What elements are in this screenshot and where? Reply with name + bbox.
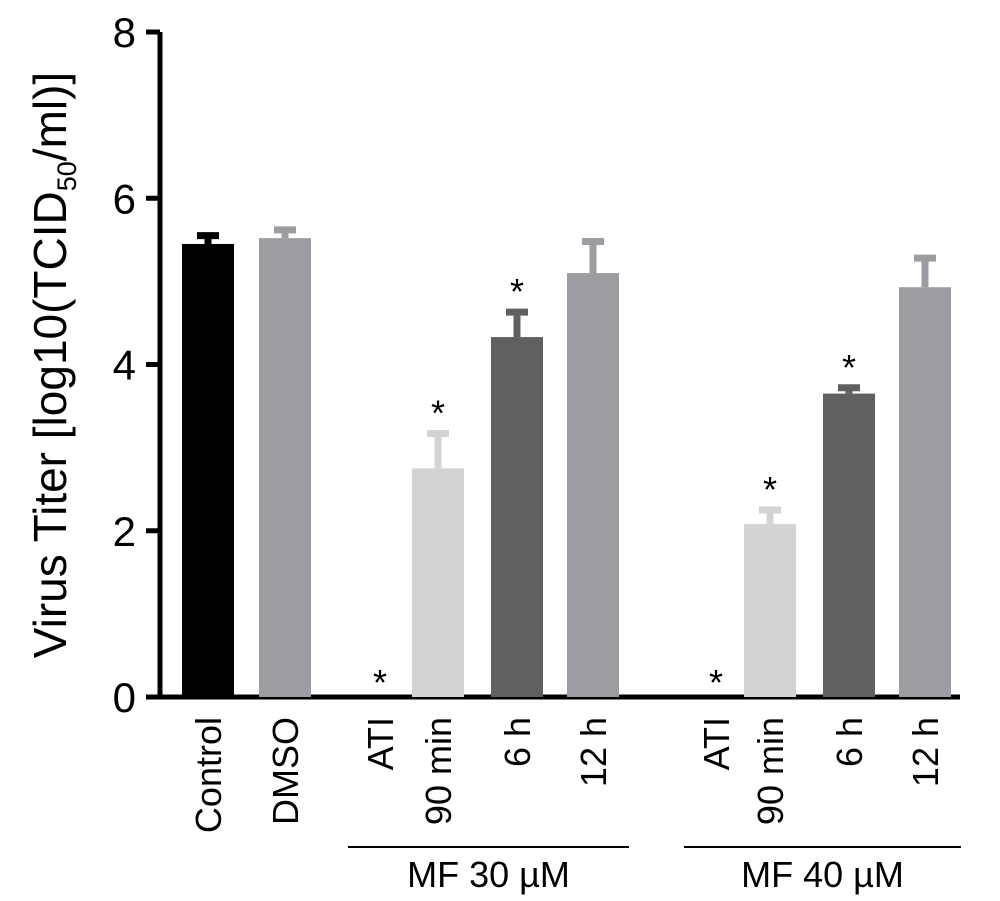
significance-marker-6: * [709,662,723,703]
significance-marker-3: * [431,392,445,433]
y-axis-label: Virus Titer [log10(TCID50/ml)] [24,72,82,658]
bars [182,226,951,697]
y-axis-label-end: /ml)] [24,72,76,161]
category-label-9: 12 h [905,717,946,787]
category-label-7: 90 min [750,717,791,825]
bar-8 [823,393,875,697]
category-label-2: ATI [360,717,401,770]
bar-5 [567,273,619,697]
y-axis-label-subscript: 50 [52,161,82,191]
y-tick-label-1: 2 [113,508,136,555]
category-label-3: 90 min [418,717,459,825]
bar-9 [899,287,951,697]
bar-1 [259,238,311,697]
significance-marker-2: * [373,662,387,703]
group-label-1: MF 40 µM [741,854,904,895]
bar-3 [412,468,464,697]
bar-0 [182,243,234,697]
y-axis-label-main: Virus Titer [log10(TCID [24,191,76,658]
category-label-8: 6 h [829,717,870,767]
category-label-6: ATI [696,717,737,770]
significance-marker-4: * [510,271,524,312]
y-tick-label-3: 6 [113,175,136,222]
significance-marker-8: * [842,347,856,388]
category-label-1: DMSO [265,717,306,825]
y-tick-label-2: 4 [113,342,136,389]
category-label-0: Control [188,717,229,833]
significance-marker-7: * [763,469,777,510]
y-tick-label-0: 0 [113,674,136,721]
group-label-0: MF 30 µM [407,854,570,895]
category-label-4: 6 h [497,717,538,767]
bar-7 [744,524,796,697]
labels: Control DMSO * ATI * 90 min * 6 h 12 h * ATI * 90 mi… [188,271,961,895]
category-label-5: 12 h [573,717,614,787]
bar-4 [491,337,543,697]
y-tick-label-4: 8 [113,9,136,56]
